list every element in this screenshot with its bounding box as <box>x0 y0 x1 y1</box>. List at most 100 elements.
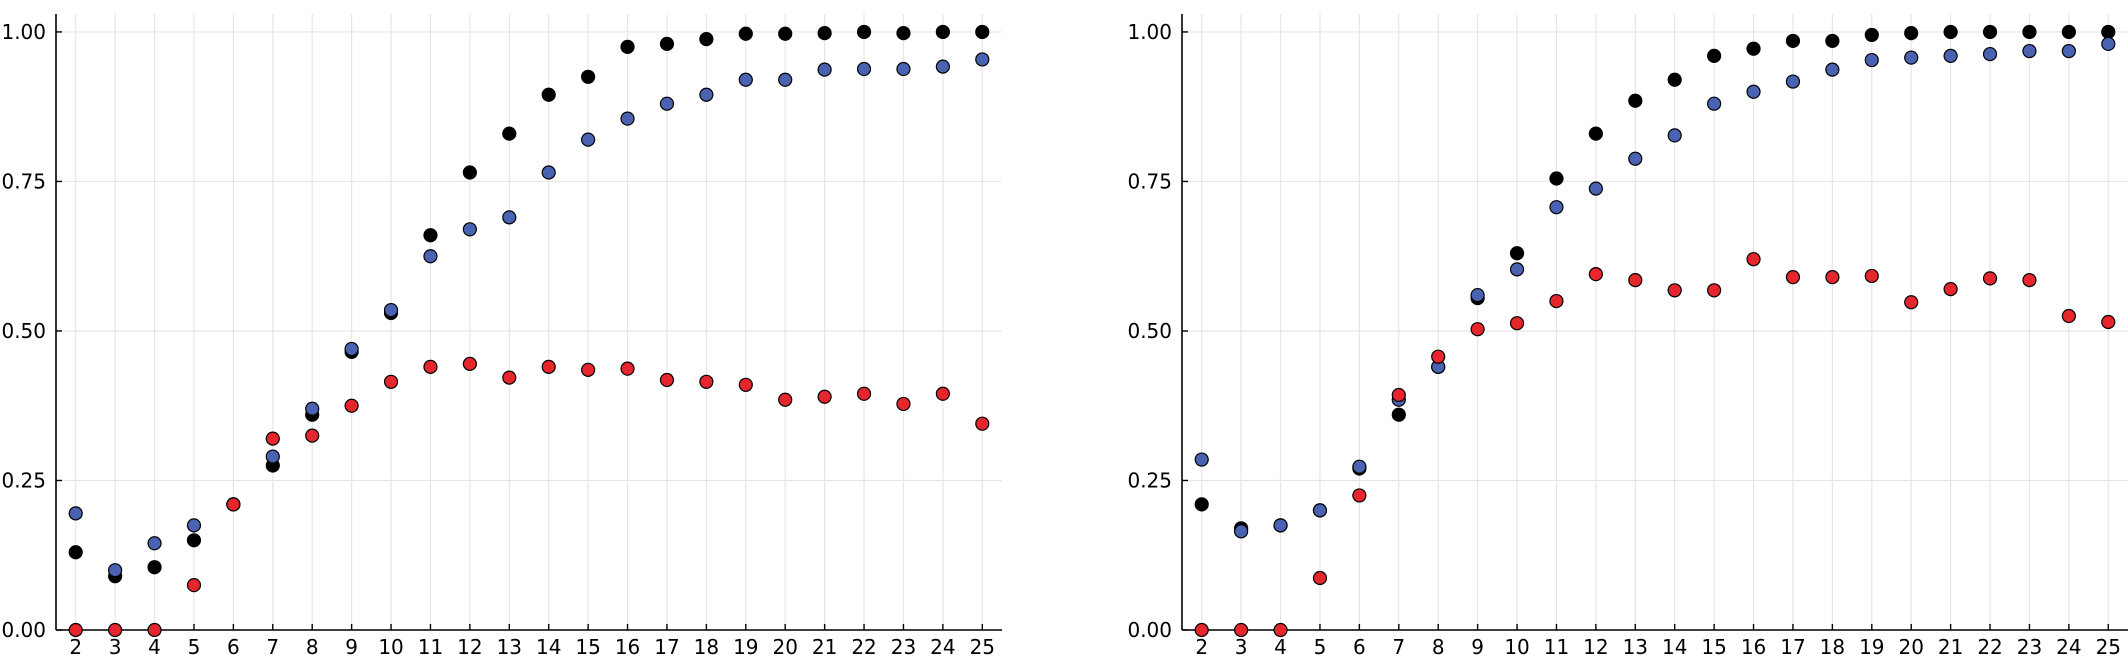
y-tick-label: 0.75 <box>1127 169 1172 193</box>
data-point <box>620 361 635 376</box>
x-tick-label: 11 <box>418 635 443 657</box>
data-point <box>1707 283 1722 298</box>
data-point <box>1628 93 1643 108</box>
data-point <box>1707 96 1722 111</box>
data-point <box>738 26 753 41</box>
data-point <box>817 389 832 404</box>
x-tick-label: 24 <box>2056 635 2081 657</box>
series-0 <box>1194 24 2116 536</box>
data-point <box>620 111 635 126</box>
data-point <box>1667 283 1682 298</box>
data-point <box>778 26 793 41</box>
data-point <box>1352 459 1367 474</box>
data-point <box>502 370 517 385</box>
data-point <box>344 341 359 357</box>
data-point <box>1785 33 1801 49</box>
x-tick-label: 4 <box>1274 635 1287 657</box>
x-tick-label: 9 <box>345 635 358 657</box>
x-tick-label: 5 <box>188 635 201 657</box>
x-tick-label: 16 <box>1741 635 1766 657</box>
data-point <box>1391 407 1406 422</box>
data-point <box>738 72 753 87</box>
x-tick-label: 17 <box>654 635 679 657</box>
data-point <box>1785 270 1801 285</box>
data-point <box>2101 314 2116 330</box>
x-tick-label: 19 <box>733 635 758 657</box>
x-tick-label: 21 <box>1938 635 1963 657</box>
data-point <box>581 362 596 377</box>
data-point <box>1667 72 1682 87</box>
data-point <box>147 622 162 638</box>
y-tick-label: 1.00 <box>1127 20 1172 44</box>
data-point <box>1982 271 1998 286</box>
series-1 <box>68 52 990 578</box>
x-tick-label: 6 <box>1353 635 1366 657</box>
x-tick-label: 14 <box>536 635 561 657</box>
x-tick-label: 22 <box>851 635 876 657</box>
x-tick-label: 21 <box>812 635 837 657</box>
data-point <box>856 61 872 77</box>
data-point <box>344 398 359 413</box>
data-point <box>1588 267 1603 282</box>
x-tick-label: 23 <box>891 635 916 657</box>
data-point <box>1746 84 1761 99</box>
data-point <box>1904 50 1919 65</box>
data-point <box>1509 246 1525 261</box>
data-point <box>1746 41 1761 56</box>
data-point <box>186 578 202 593</box>
data-point <box>1273 622 1288 638</box>
data-point <box>1234 524 1249 539</box>
data-point <box>1273 518 1288 533</box>
data-point <box>462 222 477 237</box>
data-point <box>108 563 123 578</box>
data-point <box>502 210 517 225</box>
data-point <box>2022 43 2037 59</box>
data-point <box>896 26 911 41</box>
data-point <box>462 356 477 371</box>
x-tick-label: 7 <box>1392 635 1405 657</box>
data-point <box>147 560 162 575</box>
data-point <box>1982 24 1998 40</box>
data-point <box>1904 26 1919 41</box>
x-tick-label: 3 <box>1235 635 1248 657</box>
data-point <box>1982 46 1998 62</box>
data-point <box>2061 24 2076 40</box>
data-point <box>1509 262 1525 277</box>
data-point <box>738 377 753 392</box>
x-tick-label: 2 <box>69 635 82 657</box>
y-tick-label: 1.00 <box>1 20 46 44</box>
x-tick-label: 2 <box>1195 635 1208 657</box>
data-point <box>383 374 399 389</box>
x-tick-label: 8 <box>1432 635 1445 657</box>
data-point <box>856 386 872 401</box>
series-1 <box>1194 36 2116 539</box>
data-point <box>265 449 280 464</box>
data-point <box>1825 270 1840 285</box>
data-point <box>2022 24 2037 40</box>
data-point <box>896 396 911 412</box>
x-tick-label: 9 <box>1471 635 1484 657</box>
data-point <box>383 302 399 318</box>
x-tick-label: 22 <box>1977 635 2002 657</box>
data-point <box>1667 128 1682 143</box>
data-point <box>1352 488 1367 503</box>
data-point <box>186 533 202 548</box>
x-tick-label: 14 <box>1662 635 1687 657</box>
data-point <box>1391 387 1406 403</box>
data-point <box>305 401 320 416</box>
x-tick-label: 4 <box>148 635 161 657</box>
y-tick-label: 0.50 <box>1 319 46 343</box>
x-tick-label: 5 <box>1314 635 1327 657</box>
data-point <box>1943 24 1958 40</box>
y-tick-label: 0.25 <box>1 468 46 492</box>
y-tick-label: 0.25 <box>1127 468 1172 492</box>
x-tick-label: 17 <box>1780 635 1805 657</box>
data-point <box>1628 151 1643 166</box>
data-point <box>935 59 950 74</box>
x-tick-label: 20 <box>772 635 797 657</box>
x-tick-label: 25 <box>970 635 995 657</box>
data-point <box>1431 349 1446 364</box>
x-tick-label: 18 <box>694 635 719 657</box>
data-point <box>620 39 635 54</box>
